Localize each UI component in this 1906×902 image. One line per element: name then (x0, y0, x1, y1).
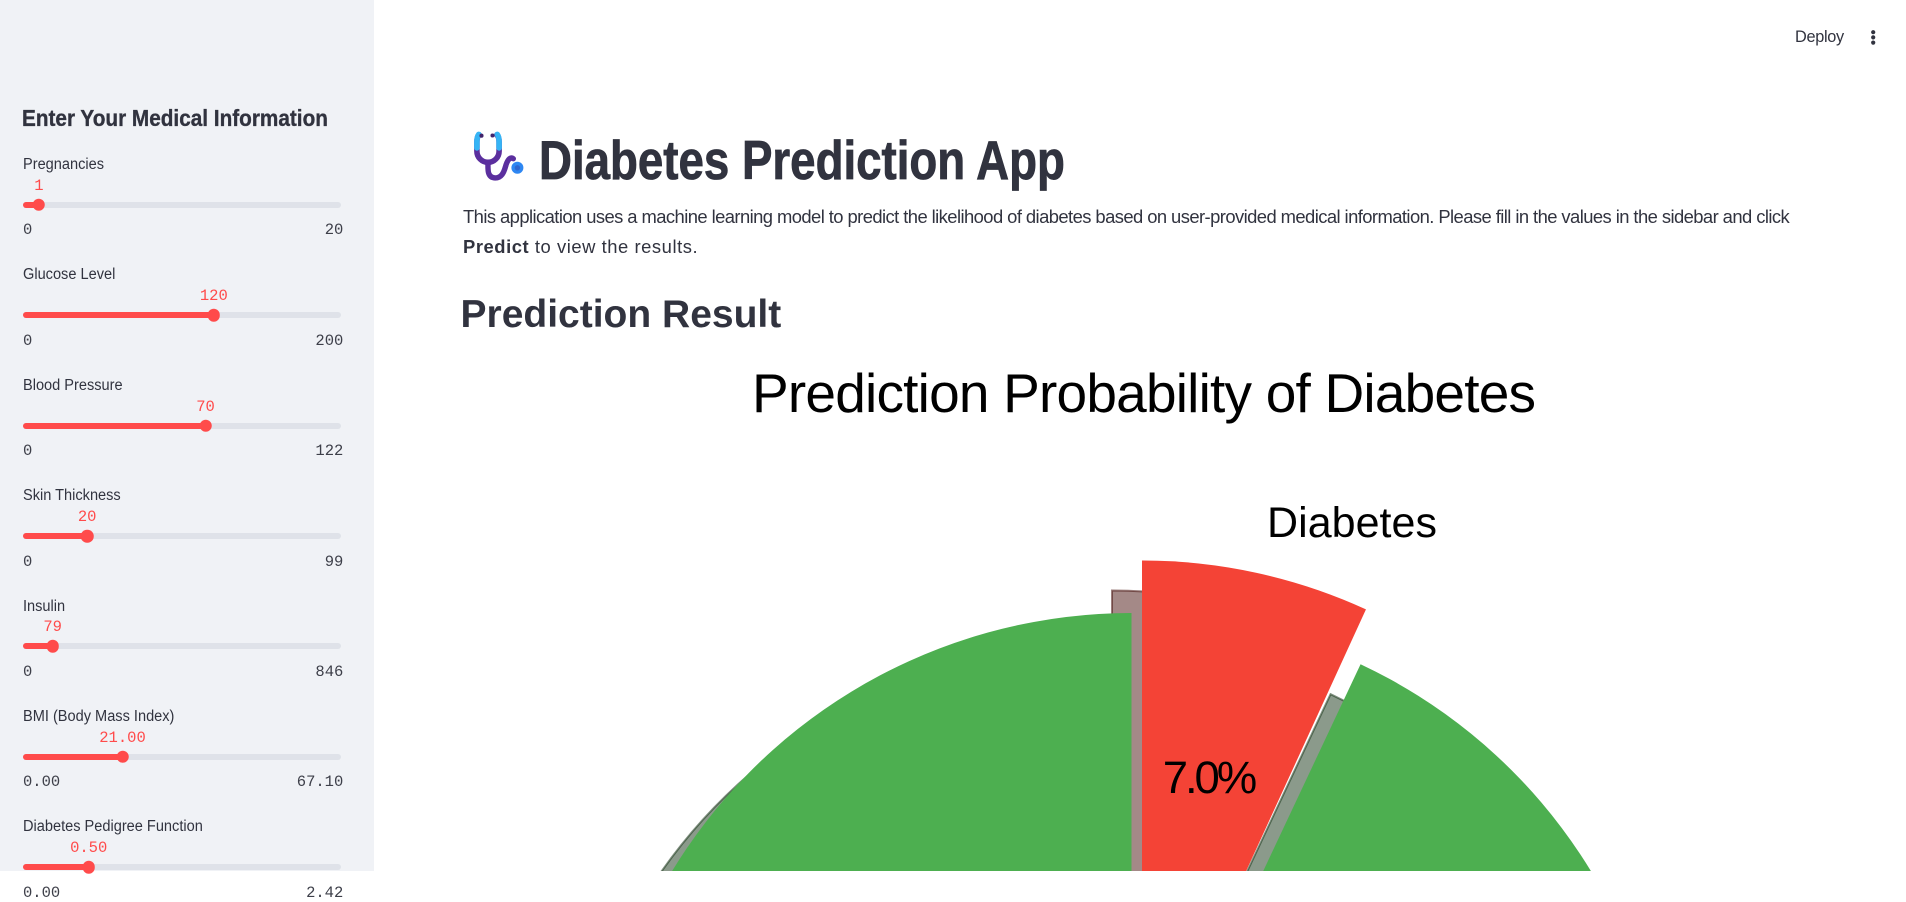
svg-text:7.0%: 7.0% (1163, 752, 1258, 803)
svg-text:Prediction Probability of Diab: Prediction Probability of Diabetes (752, 362, 1536, 424)
svg-text:Diabetes: Diabetes (1267, 499, 1437, 547)
